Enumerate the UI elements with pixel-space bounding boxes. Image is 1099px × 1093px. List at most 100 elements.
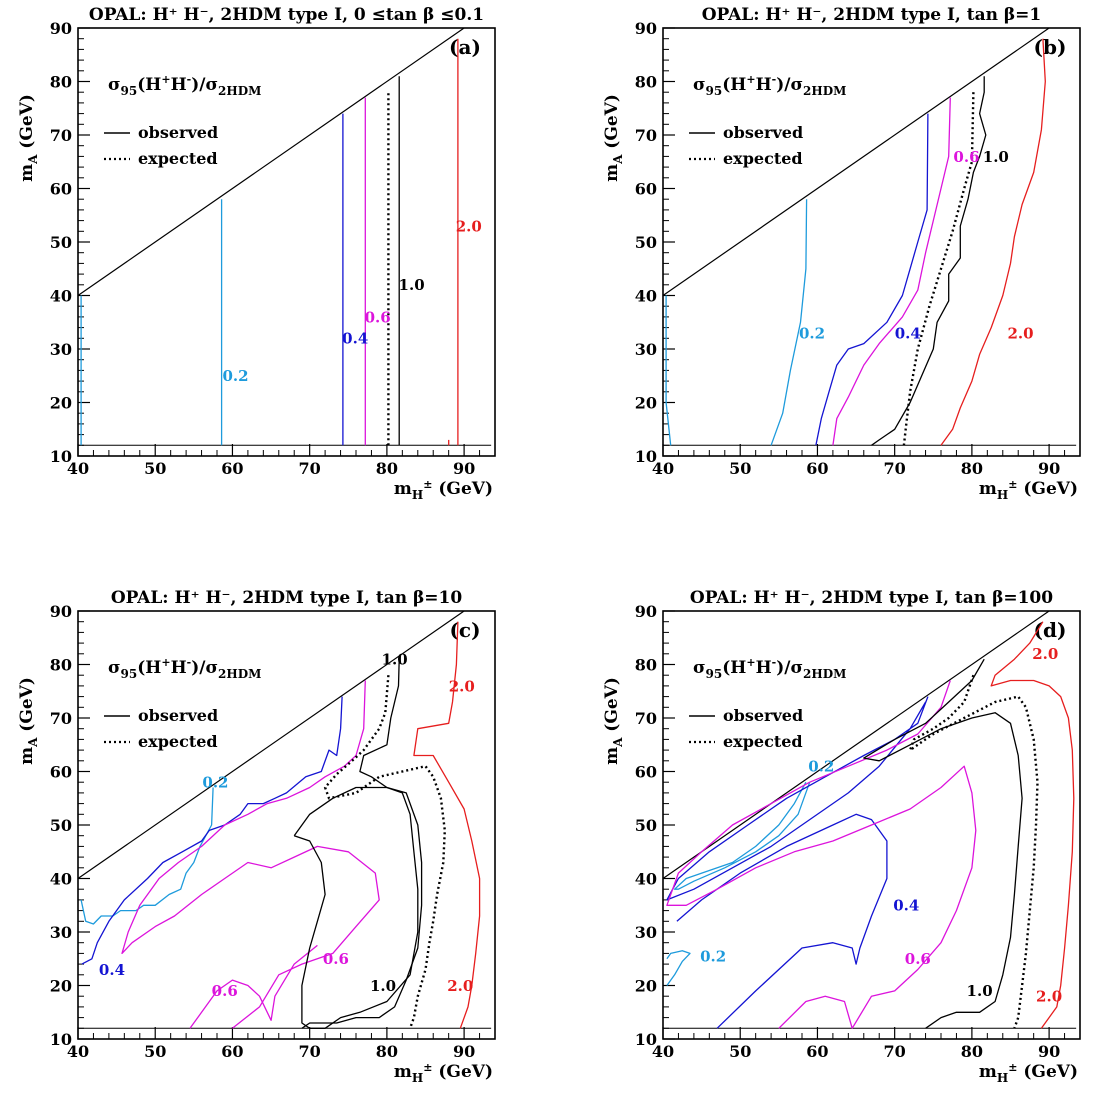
legend-label: observed [723, 706, 803, 725]
contour-label-0_2: 0.2 [808, 758, 834, 776]
contour-label-2_0: 2.0 [456, 217, 482, 235]
y-tick-label: 20 [635, 394, 657, 413]
legend-label: observed [723, 123, 803, 142]
y-tick-label: 40 [635, 870, 657, 889]
y-tick-label: 70 [635, 126, 657, 145]
x-tick-label: 60 [806, 459, 828, 478]
y-tick-label: 20 [50, 977, 72, 996]
y-tick-label: 30 [50, 340, 72, 359]
contour-0_4-observed [81, 696, 343, 965]
contour-label-0_2: 0.2 [799, 324, 825, 342]
x-tick-label: 70 [884, 459, 906, 478]
contour-2_0-observed [940, 38, 1046, 446]
x-axis-label: mH± (GeV) [394, 478, 493, 502]
contour-2_0-observed [413, 621, 481, 1029]
contour-0_2-observed [665, 295, 672, 446]
contour-label-1_0: 1.0 [967, 982, 993, 1000]
y-tick-label: 90 [635, 602, 657, 621]
legend-label: expected [723, 732, 803, 751]
x-tick-label: 70 [299, 1042, 321, 1061]
chart-title: OPAL: H⁺ H⁻, 2HDM type I, tan β=100 [690, 588, 1053, 608]
x-tick-label: 80 [961, 459, 983, 478]
contour-label-2_0: 2.0 [1032, 645, 1058, 663]
y-tick-label: 70 [50, 709, 72, 728]
y-tick-label: 30 [50, 923, 72, 942]
kinematic-limit-line [662, 610, 1050, 879]
kinematic-limit-line [77, 27, 465, 296]
y-tick-label: 60 [50, 180, 72, 199]
kinematic-limit-line [662, 27, 1050, 296]
contour-0_6-observed [189, 944, 318, 1029]
contour-0_2-observed [80, 787, 214, 925]
x-tick-label: 40 [652, 459, 674, 478]
y-tick-label: 10 [635, 447, 657, 466]
y-tick-label: 10 [50, 447, 72, 466]
y-tick-label: 80 [635, 656, 657, 675]
contour-label-1_0: 1.0 [382, 651, 408, 669]
y-tick-label: 50 [50, 816, 72, 835]
x-tick-label: 90 [453, 1042, 475, 1061]
contour-label-0_4: 0.4 [895, 324, 921, 342]
y-tick-label: 30 [635, 340, 657, 359]
contour-0_2-observed [673, 781, 811, 890]
x-tick-label: 50 [144, 1042, 166, 1061]
x-tick-label: 40 [67, 459, 89, 478]
y-tick-label: 90 [50, 19, 72, 38]
legend-label: expected [138, 149, 218, 168]
x-tick-label: 60 [221, 1042, 243, 1061]
ratio-annotation: σ95(H+H-)/σ2HDM [693, 73, 846, 98]
contour-1_0-observed [871, 76, 987, 446]
contour-label-0_6: 0.6 [365, 308, 391, 326]
contour-label-0_2: 0.2 [222, 367, 248, 385]
contour-label-1_0: 1.0 [370, 977, 396, 995]
y-tick-label: 30 [635, 923, 657, 942]
y-tick-label: 50 [635, 233, 657, 252]
y-tick-label: 60 [635, 763, 657, 782]
y-tick-label: 10 [50, 1030, 72, 1049]
ratio-annotation: σ95(H+H-)/σ2HDM [108, 656, 261, 681]
x-tick-label: 80 [961, 1042, 983, 1061]
y-tick-label: 20 [635, 977, 657, 996]
contour-0_4-observed [815, 113, 929, 446]
legend-label: expected [138, 732, 218, 751]
contour-0_4-observed [676, 813, 888, 1029]
panel-c: OPAL: H⁺ H⁻, 2HDM type I, tan β=10 40 50 60… [17, 588, 496, 1085]
contour-label-1_0: 1.0 [399, 276, 425, 294]
kinematic-limit-line [77, 610, 465, 879]
contour-label-0_6: 0.6 [953, 148, 979, 166]
y-tick-label: 20 [50, 394, 72, 413]
contour-1_0-observed [293, 786, 419, 1029]
contour-0_2-observed [770, 199, 808, 446]
contour-label-0_2: 0.2 [700, 947, 726, 965]
y-tick-label: 40 [50, 287, 72, 306]
contour-label-2_0: 2.0 [1007, 324, 1033, 342]
x-tick-label: 90 [1038, 459, 1060, 478]
contour-0_6-observed [666, 680, 977, 1029]
contour-0_6-observed [121, 680, 380, 1029]
x-tick-label: 50 [144, 459, 166, 478]
contour-label-0_4: 0.4 [342, 330, 368, 348]
contour-1_0-expected [902, 92, 975, 446]
y-tick-label: 90 [635, 19, 657, 38]
contour-label-0_4: 0.4 [99, 961, 125, 979]
x-tick-label: 60 [221, 459, 243, 478]
ratio-annotation: σ95(H+H-)/σ2HDM [693, 656, 846, 681]
legend-label: observed [138, 706, 218, 725]
contour-label-0_6: 0.6 [905, 950, 931, 968]
contour-2_0-observed [990, 621, 1075, 1029]
ratio-annotation: σ95(H+H-)/σ2HDM [108, 73, 261, 98]
contour-label-1_0: 1.0 [983, 148, 1009, 166]
panel-letter: (a) [449, 35, 481, 59]
y-axis-label: mA (GeV) [602, 677, 625, 765]
x-axis-label: mH± (GeV) [394, 1061, 493, 1085]
chart-title: OPAL: H⁺ H⁻, 2HDM type I, tan β=10 [111, 588, 463, 608]
y-tick-label: 90 [50, 602, 72, 621]
panel-letter: (c) [449, 618, 480, 642]
chart-title: OPAL: H⁺ H⁻, 2HDM type I, tan β=1 [702, 5, 1042, 25]
x-tick-label: 70 [299, 459, 321, 478]
x-tick-label: 50 [729, 459, 751, 478]
legend-label: expected [723, 149, 803, 168]
x-tick-label: 40 [652, 1042, 674, 1061]
panel-letter: (b) [1034, 35, 1067, 59]
